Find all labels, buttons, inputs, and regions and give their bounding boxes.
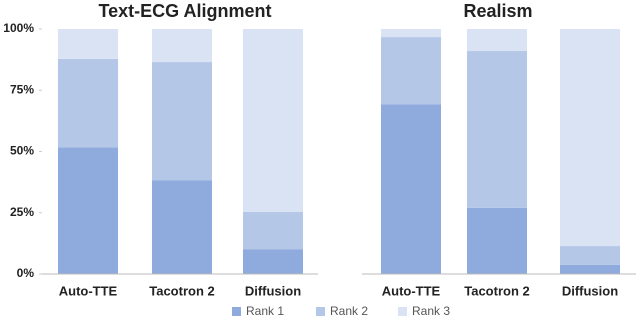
- bar-segment: [560, 29, 620, 247]
- bar-segment: [152, 29, 212, 63]
- bar-segment: [381, 104, 441, 274]
- chart-title: Text-ECG Alignment: [98, 1, 271, 21]
- y-tick-label: 50%: [10, 144, 34, 158]
- bar-segment: [560, 246, 620, 265]
- legend-label: Rank 1: [246, 304, 284, 318]
- chart-title: Realism: [463, 1, 532, 21]
- bar-segment: [58, 58, 118, 148]
- x-tick-label: Diffusion: [245, 283, 301, 298]
- y-tick-label: 100%: [3, 21, 34, 35]
- bar-segment: [152, 62, 212, 181]
- bar-segment: [243, 249, 303, 274]
- bar-segment: [381, 29, 441, 38]
- bar-segment: [381, 37, 441, 105]
- bar-segment: [560, 264, 620, 274]
- x-tick-label: Auto-TTE: [382, 283, 441, 298]
- legend-swatch: [398, 307, 407, 316]
- x-tick-label: Diffusion: [562, 283, 618, 298]
- x-tick-label: Tacotron 2: [149, 283, 215, 298]
- legend-label: Rank 3: [412, 304, 450, 318]
- bar-segment: [243, 29, 303, 213]
- bar-segment: [58, 29, 118, 59]
- x-tick-label: Tacotron 2: [464, 283, 530, 298]
- y-tick-label: 25%: [10, 205, 34, 219]
- bar-segment: [467, 51, 527, 208]
- legend-swatch: [316, 307, 325, 316]
- bar-segment: [467, 29, 527, 52]
- y-tick-label: 75%: [10, 82, 34, 96]
- y-tick-label: 0%: [17, 266, 35, 280]
- bar-segment: [467, 207, 527, 274]
- bar-segment: [152, 180, 212, 274]
- bar-segment: [243, 212, 303, 250]
- x-tick-label: Auto-TTE: [59, 283, 118, 298]
- legend-swatch: [232, 307, 241, 316]
- legend-label: Rank 2: [330, 304, 368, 318]
- bar-segment: [58, 147, 118, 274]
